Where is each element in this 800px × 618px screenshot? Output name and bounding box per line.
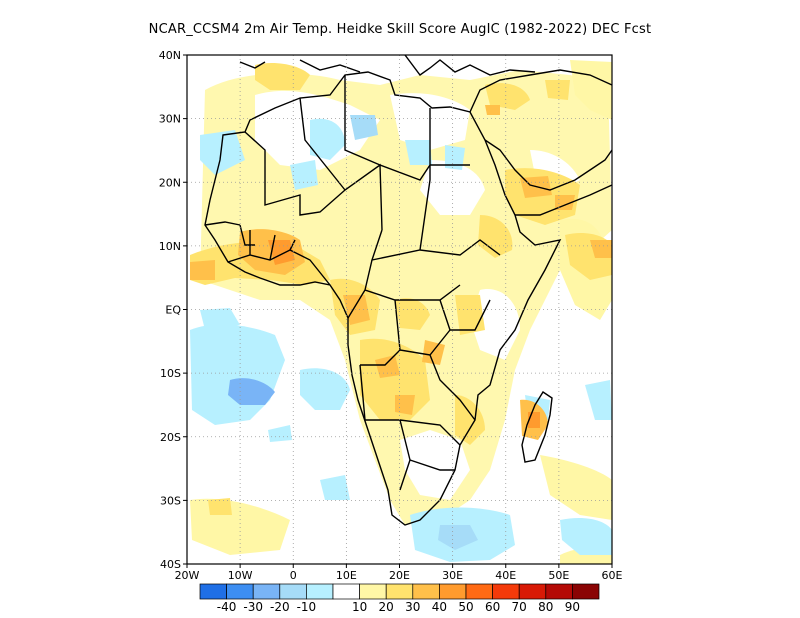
longitude-labels: 20W 10W 0 10E 20E 30E 40E 50E 60E — [175, 569, 623, 582]
colorbar-box — [359, 583, 387, 600]
colorbar-label: -20 — [270, 600, 290, 614]
skill-score-shading — [190, 60, 612, 564]
colorbar-label: -30 — [243, 600, 263, 614]
colorbar-label: -40 — [217, 600, 237, 614]
lat-lon-grid — [187, 55, 612, 564]
lat-label: 40S — [160, 558, 181, 571]
colorbar-box — [518, 583, 547, 600]
lat-label: 30S — [160, 494, 181, 507]
coastlines-and-borders — [204, 55, 612, 526]
lon-label: 0 — [290, 569, 297, 582]
colorbar-box — [332, 583, 360, 600]
lon-label: 10W — [228, 569, 253, 582]
latitude-labels: 40N 30N 20N 10N EQ 10S 20S 30S 40S — [159, 49, 182, 571]
lat-label: 10S — [160, 367, 181, 380]
axis-ticks — [183, 54, 613, 568]
colorbar-box — [545, 583, 573, 600]
colorbar-box — [279, 583, 307, 600]
lon-label: 40E — [495, 569, 516, 582]
colorbar-label: 20 — [379, 600, 394, 614]
colorbar-box — [412, 583, 440, 600]
colorbar-label: 80 — [538, 600, 553, 614]
colorbar-box — [226, 583, 254, 600]
lon-label: 20W — [175, 569, 200, 582]
lon-label: 20E — [389, 569, 410, 582]
lat-label: 20N — [159, 176, 181, 189]
lon-label: 10E — [336, 569, 357, 582]
colorbar-label: 40 — [432, 600, 447, 614]
colorbar-label: 50 — [458, 600, 473, 614]
colorbar-label: 70 — [512, 600, 527, 614]
colorbar: -40 -30 -20 -10 10 20 30 40 50 60 70 80 90 — [199, 583, 600, 614]
colorbar-box — [199, 583, 227, 600]
lon-label: 50E — [548, 569, 569, 582]
colorbar-box — [439, 583, 467, 600]
colorbar-label: 30 — [405, 600, 420, 614]
colorbar-box — [492, 583, 520, 600]
lat-label: 20S — [160, 431, 181, 444]
colorbar-box — [306, 583, 334, 600]
lon-label: 60E — [602, 569, 623, 582]
lat-label: EQ — [165, 304, 181, 317]
lat-label: 10N — [159, 240, 181, 253]
colorbar-box — [465, 583, 493, 600]
lat-label: 30N — [159, 113, 181, 126]
lat-label: 40N — [159, 49, 181, 62]
lon-label: 30E — [442, 569, 463, 582]
colorbar-box — [385, 583, 414, 600]
colorbar-box — [252, 583, 281, 600]
colorbar-label: 60 — [485, 600, 500, 614]
map-title: NCAR_CCSM4 2m Air Temp. Heidke Skill Sco… — [148, 22, 652, 37]
colorbar-label: 10 — [352, 600, 367, 614]
colorbar-label: 90 — [565, 600, 580, 614]
colorbar-label: -10 — [297, 600, 317, 614]
colorbar-box — [572, 583, 600, 600]
